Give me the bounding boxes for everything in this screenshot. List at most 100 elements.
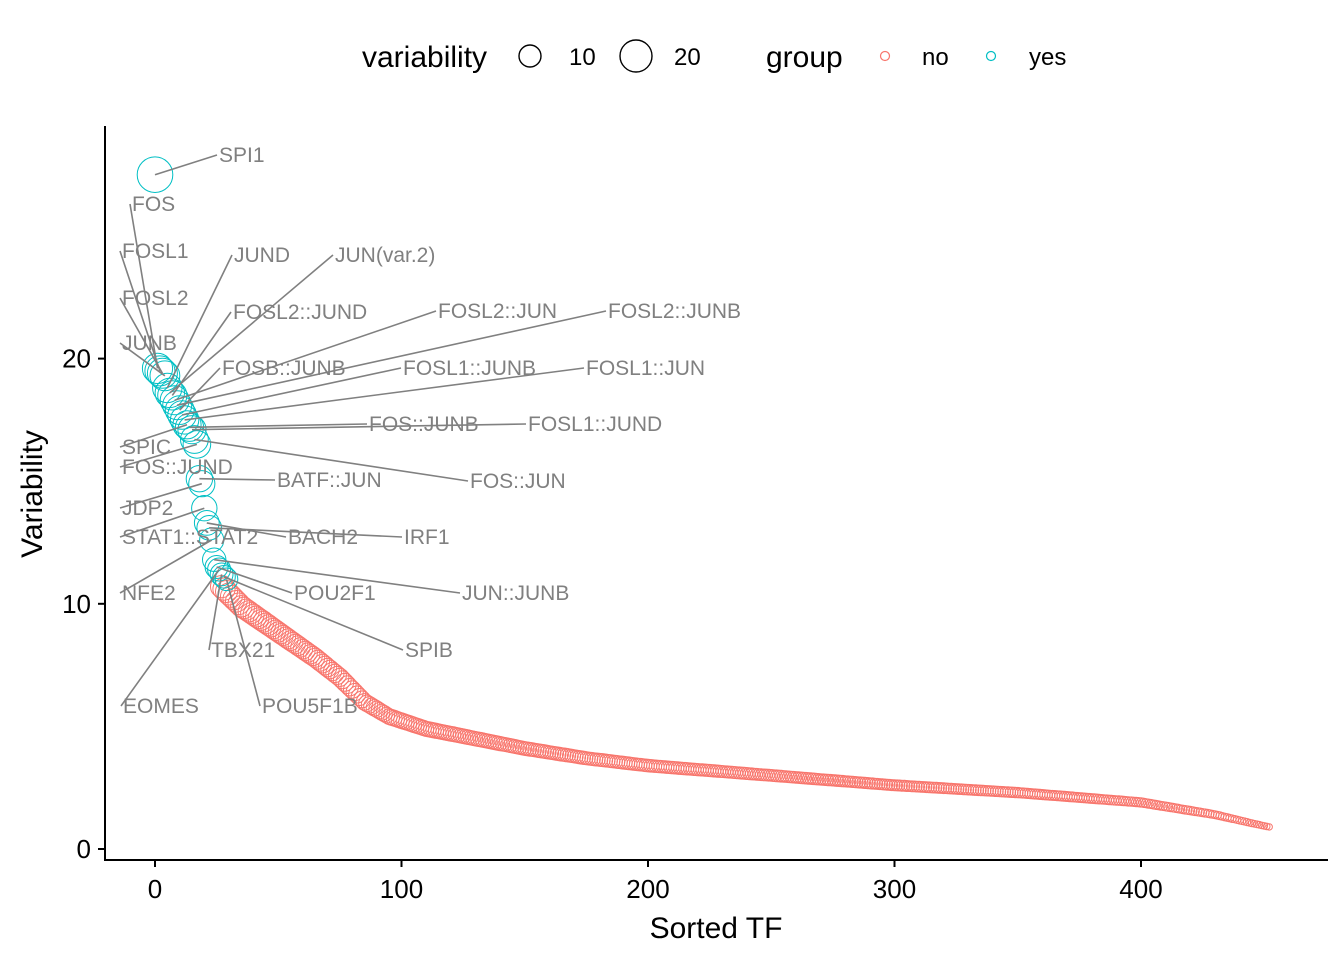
label-NFE2: NFE2 <box>122 582 176 605</box>
label-line-TBX21 <box>208 574 223 651</box>
label-SPI1: SPI1 <box>219 144 265 167</box>
data-point-JUNB <box>149 360 181 392</box>
label-line-FOSL2::JUN <box>174 310 437 402</box>
data-point <box>285 633 306 655</box>
data-point <box>280 630 302 651</box>
label-FOSL2::JUNB: FOSL2::JUNB <box>608 300 741 323</box>
data-point-FOS::JUND <box>182 430 212 459</box>
label-FOSL1::JUNB: FOSL1::JUNB <box>403 357 536 380</box>
label-IRF1: IRF1 <box>404 526 450 549</box>
label-line-FOSL1::JUN <box>184 367 585 421</box>
data-point <box>317 657 338 678</box>
label-JDP2: JDP2 <box>122 497 173 520</box>
data-point <box>315 655 335 676</box>
data-point-SPIB <box>212 565 236 589</box>
y-ticks: 0 10 20 <box>62 344 105 864</box>
label-line-EOMES <box>120 569 220 707</box>
data-point-JDP2 <box>188 470 216 498</box>
data-point <box>345 683 364 702</box>
axes: 0 100 200 300 400 0 10 20 Sorted TF Variabilit… <box>16 126 1328 945</box>
legend-color-label-no: no <box>922 44 949 71</box>
data-point <box>287 635 309 657</box>
label-FOS::JUN: FOS::JUN <box>470 470 566 493</box>
label-FOSB::JUNB: FOSB::JUNB <box>222 357 346 380</box>
label-line-SPI1 <box>154 154 218 176</box>
data-point <box>937 782 950 795</box>
label-SPIC: SPIC <box>122 436 171 459</box>
data-point <box>332 670 352 690</box>
data-point <box>320 659 340 680</box>
label-line-FOSL2 <box>119 297 164 374</box>
data-point <box>292 639 314 660</box>
data-point <box>1265 823 1273 831</box>
y-tick-label-20: 20 <box>62 344 91 374</box>
data-point-SPIC <box>172 410 202 440</box>
label-FOS: FOS <box>132 193 175 216</box>
label-line-JUN(var.2) <box>169 254 334 394</box>
x-ticks: 0 100 200 300 400 <box>148 860 1163 904</box>
y-axis-title: Variability <box>16 430 49 558</box>
label-line-FOS::JUNB <box>189 423 368 429</box>
label-FOSL2::JUN: FOSL2::JUN <box>438 300 557 323</box>
label-line-BATF::JUN <box>199 477 276 481</box>
label-FOSL2: FOSL2 <box>122 287 189 310</box>
label-STAT1::STAT2: STAT1::STAT2 <box>122 526 258 549</box>
data-point <box>302 646 323 666</box>
legend-size-title: variability <box>362 41 487 74</box>
data-point-STAT1::STAT2 <box>191 495 218 522</box>
label-EOMES: EOMES <box>123 695 199 718</box>
legend: variability 10 20 group no yes <box>362 39 1066 74</box>
data-point <box>343 680 362 699</box>
data-point-BACH2 <box>193 510 220 536</box>
label-line-NFE2 <box>119 539 213 594</box>
data-point <box>282 631 304 653</box>
label-FOS::JUNB: FOS::JUNB <box>369 413 479 436</box>
label-POU5F1B: POU5F1B <box>262 695 358 718</box>
y-tick-label-0: 0 <box>77 834 91 864</box>
data-point-SPI1 <box>136 156 174 193</box>
data-point <box>290 637 311 658</box>
label-BACH2: BACH2 <box>288 526 358 549</box>
label-line-FOSL1 <box>119 250 161 372</box>
data-point-EOMES <box>207 557 232 582</box>
data-point <box>322 661 343 682</box>
data-point <box>330 667 350 687</box>
label-line-IRF1 <box>209 527 403 538</box>
legend-color-title: group <box>766 41 843 74</box>
label-line-FOS <box>129 203 159 369</box>
label-line-SPIC <box>119 424 188 448</box>
data-point-FOSB::JUNB <box>164 395 195 426</box>
legend-color-key-yes <box>985 50 997 62</box>
legend-size-key-10 <box>518 44 542 68</box>
label-TBX21: TBX21 <box>211 639 275 662</box>
data-point-FOSL2 <box>146 357 178 389</box>
label-JUN(var.2): JUN(var.2) <box>335 244 435 267</box>
data-point <box>348 685 367 704</box>
data-point-FOS <box>141 352 174 384</box>
label-FOSL1: FOSL1 <box>122 240 189 263</box>
x-axis-title: Sorted TF <box>650 912 783 945</box>
legend-size-label-10: 10 <box>569 44 596 71</box>
data-point <box>310 651 331 672</box>
label-BATF::JUN: BATF::JUN <box>277 469 382 492</box>
label-JUND: JUND <box>234 244 290 267</box>
x-tick-label-200: 200 <box>626 874 669 904</box>
data-point <box>335 672 355 692</box>
legend-color-key-no <box>879 50 891 62</box>
label-line-JUND <box>166 254 233 389</box>
legend-size-label-20: 20 <box>674 44 701 71</box>
label-FOSL2::JUND: FOSL2::JUND <box>233 301 367 324</box>
label-JUN::JUNB: JUN::JUNB <box>462 582 569 605</box>
label-FOSL1::JUND: FOSL1::JUND <box>528 413 662 436</box>
label-line-SPIB <box>223 576 404 651</box>
x-tick-label-0: 0 <box>148 874 162 904</box>
data-point <box>327 665 347 685</box>
data-point-FOS::JUN <box>180 425 209 454</box>
data-point <box>900 780 913 792</box>
label-FOS::JUND: FOS::JUND <box>122 456 233 479</box>
label-line-STAT1::STAT2 <box>119 507 205 538</box>
label-JUNB: JUNB <box>122 332 177 355</box>
y-tick-label-10: 10 <box>62 589 91 619</box>
label-texts: SPI1 FOS FOSL1 FOSL2 JUNB JUND JUN(var.2) FOSL2… <box>122 144 741 718</box>
data-point <box>275 626 297 648</box>
